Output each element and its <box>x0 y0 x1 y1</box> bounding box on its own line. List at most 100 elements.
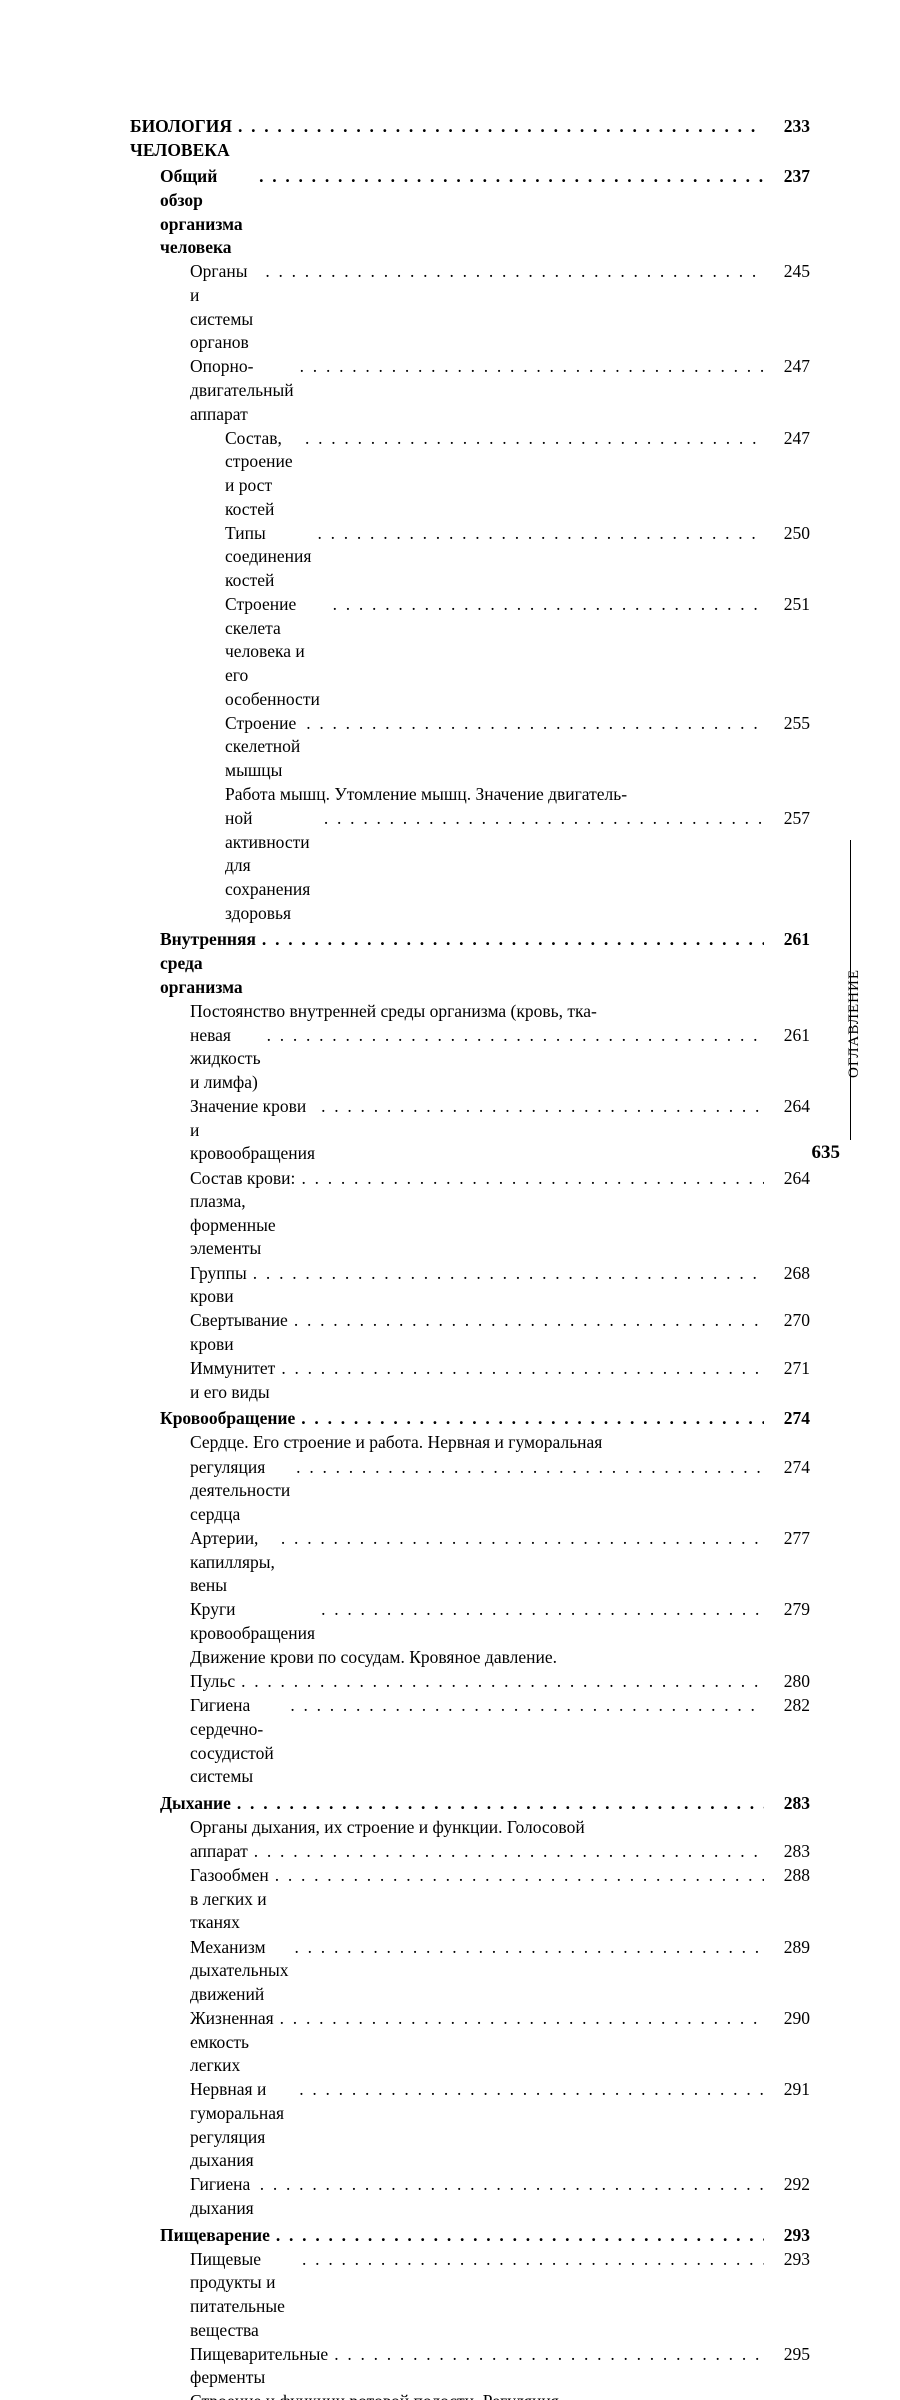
toc-entry-page: 264 <box>764 1095 810 1119</box>
toc-leader-dots <box>295 1167 764 1191</box>
toc-entry-text: Гигиена дыхания <box>190 2173 254 2220</box>
page: БИОЛОГИЯ ЧЕЛОВЕКА233Общий обзор организм… <box>0 0 900 1200</box>
toc-leader-dots <box>232 115 764 139</box>
toc-entry-text: Дыхание <box>160 1792 231 1816</box>
toc-entry-page: 261 <box>764 928 810 952</box>
toc-entry-page: 250 <box>764 522 810 546</box>
toc-entry-page: 280 <box>764 1670 810 1694</box>
table-of-contents: БИОЛОГИЯ ЧЕЛОВЕКА233Общий обзор организм… <box>130 115 810 2400</box>
toc-entry: Газообмен в легких и тканях288 <box>130 1864 810 1935</box>
toc-entry-page: 291 <box>764 2078 810 2102</box>
toc-entry-text: Общий обзор организма человека <box>160 165 253 260</box>
toc-entry-page: 293 <box>764 2248 810 2272</box>
toc-entry-page: 274 <box>764 1407 810 1431</box>
toc-entry-page: 237 <box>764 165 810 189</box>
toc-leader-dots <box>259 260 764 284</box>
toc-entry: Общий обзор организма человека 237 <box>130 165 810 260</box>
toc-entry: Гигиена сердечно-сосудистой системы282 <box>130 1694 810 1789</box>
toc-entry: Свертывание крови270 <box>130 1309 810 1356</box>
toc-entry-page: 255 <box>764 712 810 736</box>
toc-leader-dots <box>275 1527 764 1551</box>
toc-entry: Жизненная емкость легких 290 <box>130 2007 810 2078</box>
toc-leader-dots <box>294 355 764 379</box>
toc-entry: Артерии, капилляры, вены277 <box>130 1527 810 1598</box>
toc-leader-dots <box>311 522 764 546</box>
toc-entry: регуляция деятельности сердца 274 <box>130 1456 810 1527</box>
toc-entry: Опорно-двигательный аппарат247 <box>130 355 810 426</box>
toc-entry: Состав крови: плазма, форменные элементы… <box>130 1167 810 1262</box>
toc-leader-dots <box>299 427 764 451</box>
toc-entry-text: Группы крови <box>190 1262 247 1309</box>
toc-entry-page: 274 <box>764 1456 810 1480</box>
toc-leader-dots <box>293 2078 764 2102</box>
toc-leader-dots <box>256 928 764 952</box>
toc-entry-text: Механизм дыхательных движений <box>190 1936 289 2007</box>
toc-entry: Гигиена дыхания 292 <box>130 2173 810 2220</box>
toc-entry: Органы и системы органов245 <box>130 260 810 355</box>
toc-entry-text: Состав, строение и рост костей <box>225 427 299 522</box>
toc-entry-text: Постоянство внутренней среды организма (… <box>190 1000 597 1024</box>
toc-entry-text: Гигиена сердечно-сосудистой системы <box>190 1694 284 1789</box>
toc-entry-text: Пищеварительные ферменты <box>190 2343 328 2390</box>
toc-entry: Механизм дыхательных движений 289 <box>130 1936 810 2007</box>
toc-entry-page: 247 <box>764 427 810 451</box>
toc-leader-dots <box>261 1024 764 1048</box>
toc-entry: аппарат 283 <box>130 1840 810 1864</box>
toc-entry: Нервная и гуморальная регуляция дыхания2… <box>130 2078 810 2173</box>
toc-entry-page: 271 <box>764 1357 810 1381</box>
toc-entry: Строение скелетной мышцы 255 <box>130 712 810 783</box>
toc-entry-page: 279 <box>764 1598 810 1622</box>
toc-entry: Пульс280 <box>130 1670 810 1694</box>
toc-entry: Кровообращение 274 <box>130 1407 810 1431</box>
toc-entry-page: 288 <box>764 1864 810 1888</box>
toc-entry-text: Типы соединения костей <box>225 522 311 593</box>
toc-leader-dots <box>253 165 764 189</box>
toc-entry-page: 289 <box>764 1936 810 1960</box>
toc-entry-page: 277 <box>764 1527 810 1551</box>
toc-entry-text: Значение крови и кровообращения <box>190 1095 315 1166</box>
toc-entry-text: Строение скелетной мышцы <box>225 712 300 783</box>
toc-entry-text: аппарат <box>190 1840 248 1864</box>
toc-entry-text: ной активности для сохранения здоровья <box>225 807 318 925</box>
toc-entry: Круги кровообращения279 <box>130 1598 810 1645</box>
toc-leader-dots <box>288 1309 764 1333</box>
toc-entry-page: 245 <box>764 260 810 284</box>
toc-leader-dots <box>247 1262 764 1286</box>
toc-leader-dots <box>315 1095 764 1119</box>
toc-entry: Пищевые продукты и питательные вещества 2… <box>130 2248 810 2343</box>
toc-entry-text: Жизненная емкость легких <box>190 2007 274 2078</box>
toc-entry: Сердце. Его строение и работа. Нервная и… <box>130 1431 810 1455</box>
toc-entry-page: 292 <box>764 2173 810 2197</box>
toc-entry: Внутренняя среда организма 261 <box>130 928 810 999</box>
side-margin: ОГЛАВЛЕНИЕ <box>825 840 855 1140</box>
toc-entry-page: 257 <box>764 807 810 831</box>
toc-entry: Движение крови по сосудам. Кровяное давл… <box>130 1646 810 1670</box>
toc-leader-dots <box>275 1357 764 1381</box>
toc-leader-dots <box>290 1456 764 1480</box>
toc-entry: Постоянство внутренней среды организма (… <box>130 1000 810 1024</box>
toc-leader-dots <box>270 2224 764 2248</box>
toc-entry-page: 290 <box>764 2007 810 2031</box>
toc-entry-page: 268 <box>764 1262 810 1286</box>
toc-leader-dots <box>269 1864 764 1888</box>
page-number: 635 <box>812 1142 841 1164</box>
toc-entry: Дыхание283 <box>130 1792 810 1816</box>
toc-leader-dots <box>231 1792 764 1816</box>
toc-entry: Органы дыхания, их строение и функции. Г… <box>130 1816 810 1840</box>
toc-entry-text: Пищевые продукты и питательные вещества <box>190 2248 296 2343</box>
toc-leader-dots <box>289 1936 765 1960</box>
toc-leader-dots <box>248 1840 764 1864</box>
toc-entry-text: БИОЛОГИЯ ЧЕЛОВЕКА <box>130 115 232 162</box>
toc-entry: Работа мышц. Утомление мышц. Значение дв… <box>130 783 810 807</box>
toc-leader-dots <box>315 1598 764 1622</box>
toc-leader-dots <box>274 2007 764 2031</box>
toc-entry-text: Кровообращение <box>160 1407 295 1431</box>
toc-entry-page: 283 <box>764 1840 810 1864</box>
toc-entry: ной активности для сохранения здоровья 25… <box>130 807 810 925</box>
toc-entry-text: регуляция деятельности сердца <box>190 1456 290 1527</box>
toc-entry-text: Внутренняя среда организма <box>160 928 256 999</box>
toc-entry-text: Опорно-двигательный аппарат <box>190 355 294 426</box>
toc-entry-page: 264 <box>764 1167 810 1191</box>
toc-entry: Строение и функции ротовой полости. Регу… <box>130 2390 810 2400</box>
toc-leader-dots <box>284 1694 764 1718</box>
